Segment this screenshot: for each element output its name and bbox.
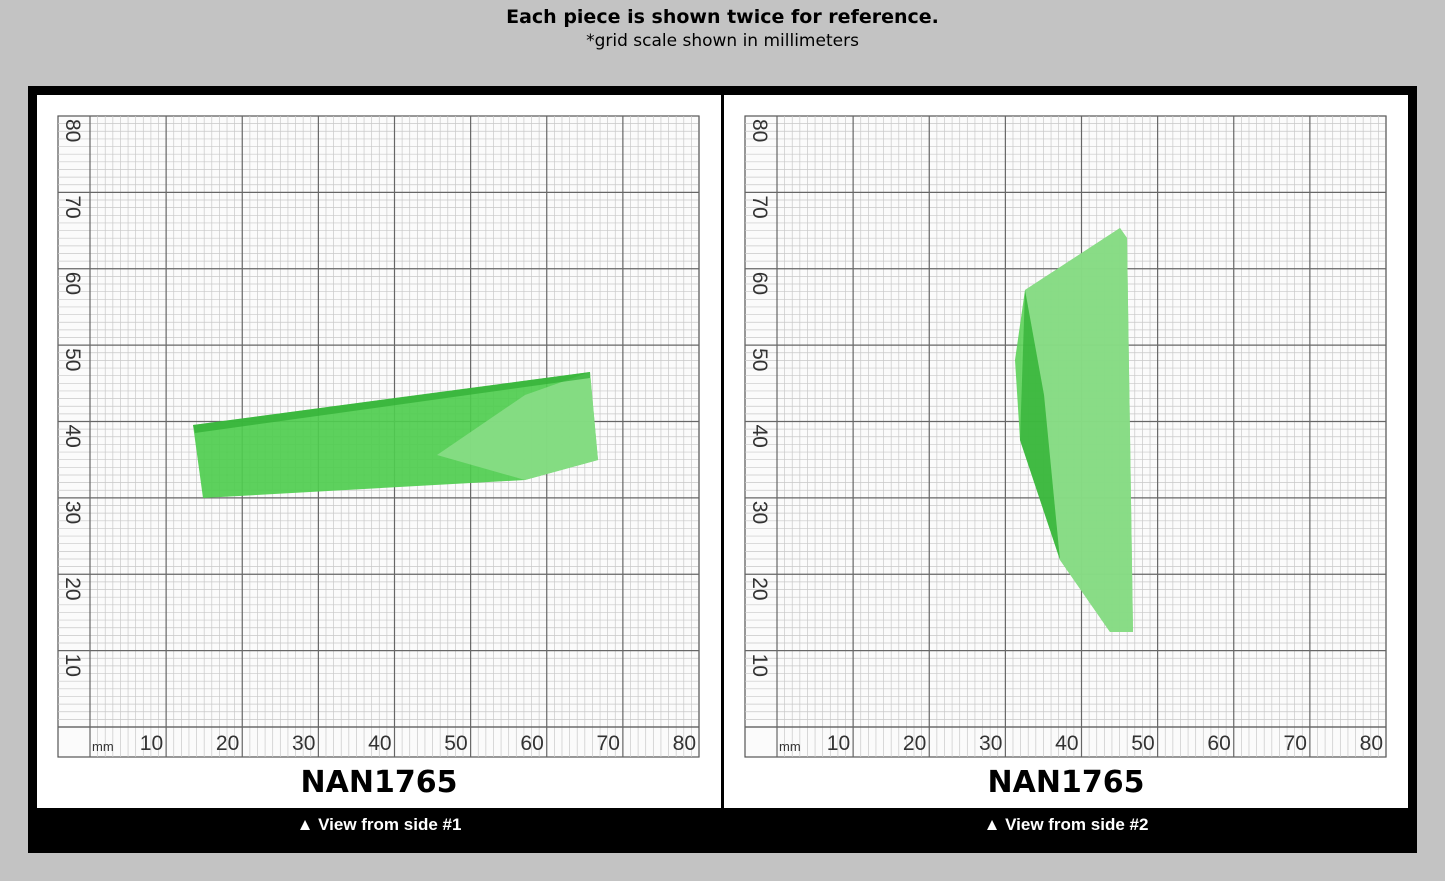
x-label: 40: [1055, 732, 1078, 755]
y-label: 30: [748, 501, 771, 524]
y-label: 60: [61, 272, 84, 295]
x-label: 80: [1360, 732, 1383, 755]
y-label: 40: [748, 425, 771, 448]
crystal-facet: [1025, 228, 1133, 632]
x-label: 10: [827, 732, 850, 755]
photo-panel: 10 20 30 40 50 60 70 80 10 20 30 40 50 60 70 80 mm NAN17…: [724, 95, 1408, 808]
caption: ▲ View from side #2: [983, 815, 1149, 834]
x-label: 40: [368, 732, 391, 755]
x-label: 60: [520, 732, 543, 755]
x-label: 50: [444, 732, 467, 755]
x-label: 80: [673, 732, 696, 755]
y-label: 40: [61, 425, 84, 448]
y-label: 20: [61, 577, 84, 600]
caption: ▲ View from side #1: [296, 815, 462, 834]
item-id: NAN1765: [988, 765, 1145, 800]
item-id: NAN1765: [301, 765, 458, 800]
y-label: 50: [748, 348, 771, 371]
y-label: 50: [61, 348, 84, 371]
photo-panel: 10 20 30 40 50 60 70 80 10 20 30 40 50 60 70 80 mm NAN17…: [37, 95, 721, 808]
y-label: 60: [748, 272, 771, 295]
x-label: 60: [1207, 732, 1230, 755]
subtitle: *grid scale shown in millimeters: [586, 31, 859, 51]
crystal-edge: [1020, 290, 1060, 560]
x-label: 30: [979, 732, 1002, 755]
crystal-edge: [193, 372, 590, 433]
y-label: 70: [748, 195, 771, 218]
y-label: 20: [748, 577, 771, 600]
y-label: 80: [748, 119, 771, 142]
x-label: 70: [597, 732, 620, 755]
title: Each piece is shown twice for reference.: [506, 6, 939, 28]
y-label: 10: [61, 654, 84, 677]
x-label: 30: [292, 732, 315, 755]
y-label: 30: [61, 501, 84, 524]
x-label: 20: [216, 732, 239, 755]
y-label: 10: [748, 654, 771, 677]
x-label: 20: [903, 732, 926, 755]
unit-label: mm: [92, 739, 114, 754]
crystal-facet: [437, 372, 598, 480]
x-label: 70: [1284, 732, 1307, 755]
x-label: 50: [1131, 732, 1154, 755]
x-label: 10: [140, 732, 163, 755]
unit-label: mm: [779, 739, 801, 754]
y-label: 70: [61, 195, 84, 218]
y-label: 80: [61, 119, 84, 142]
